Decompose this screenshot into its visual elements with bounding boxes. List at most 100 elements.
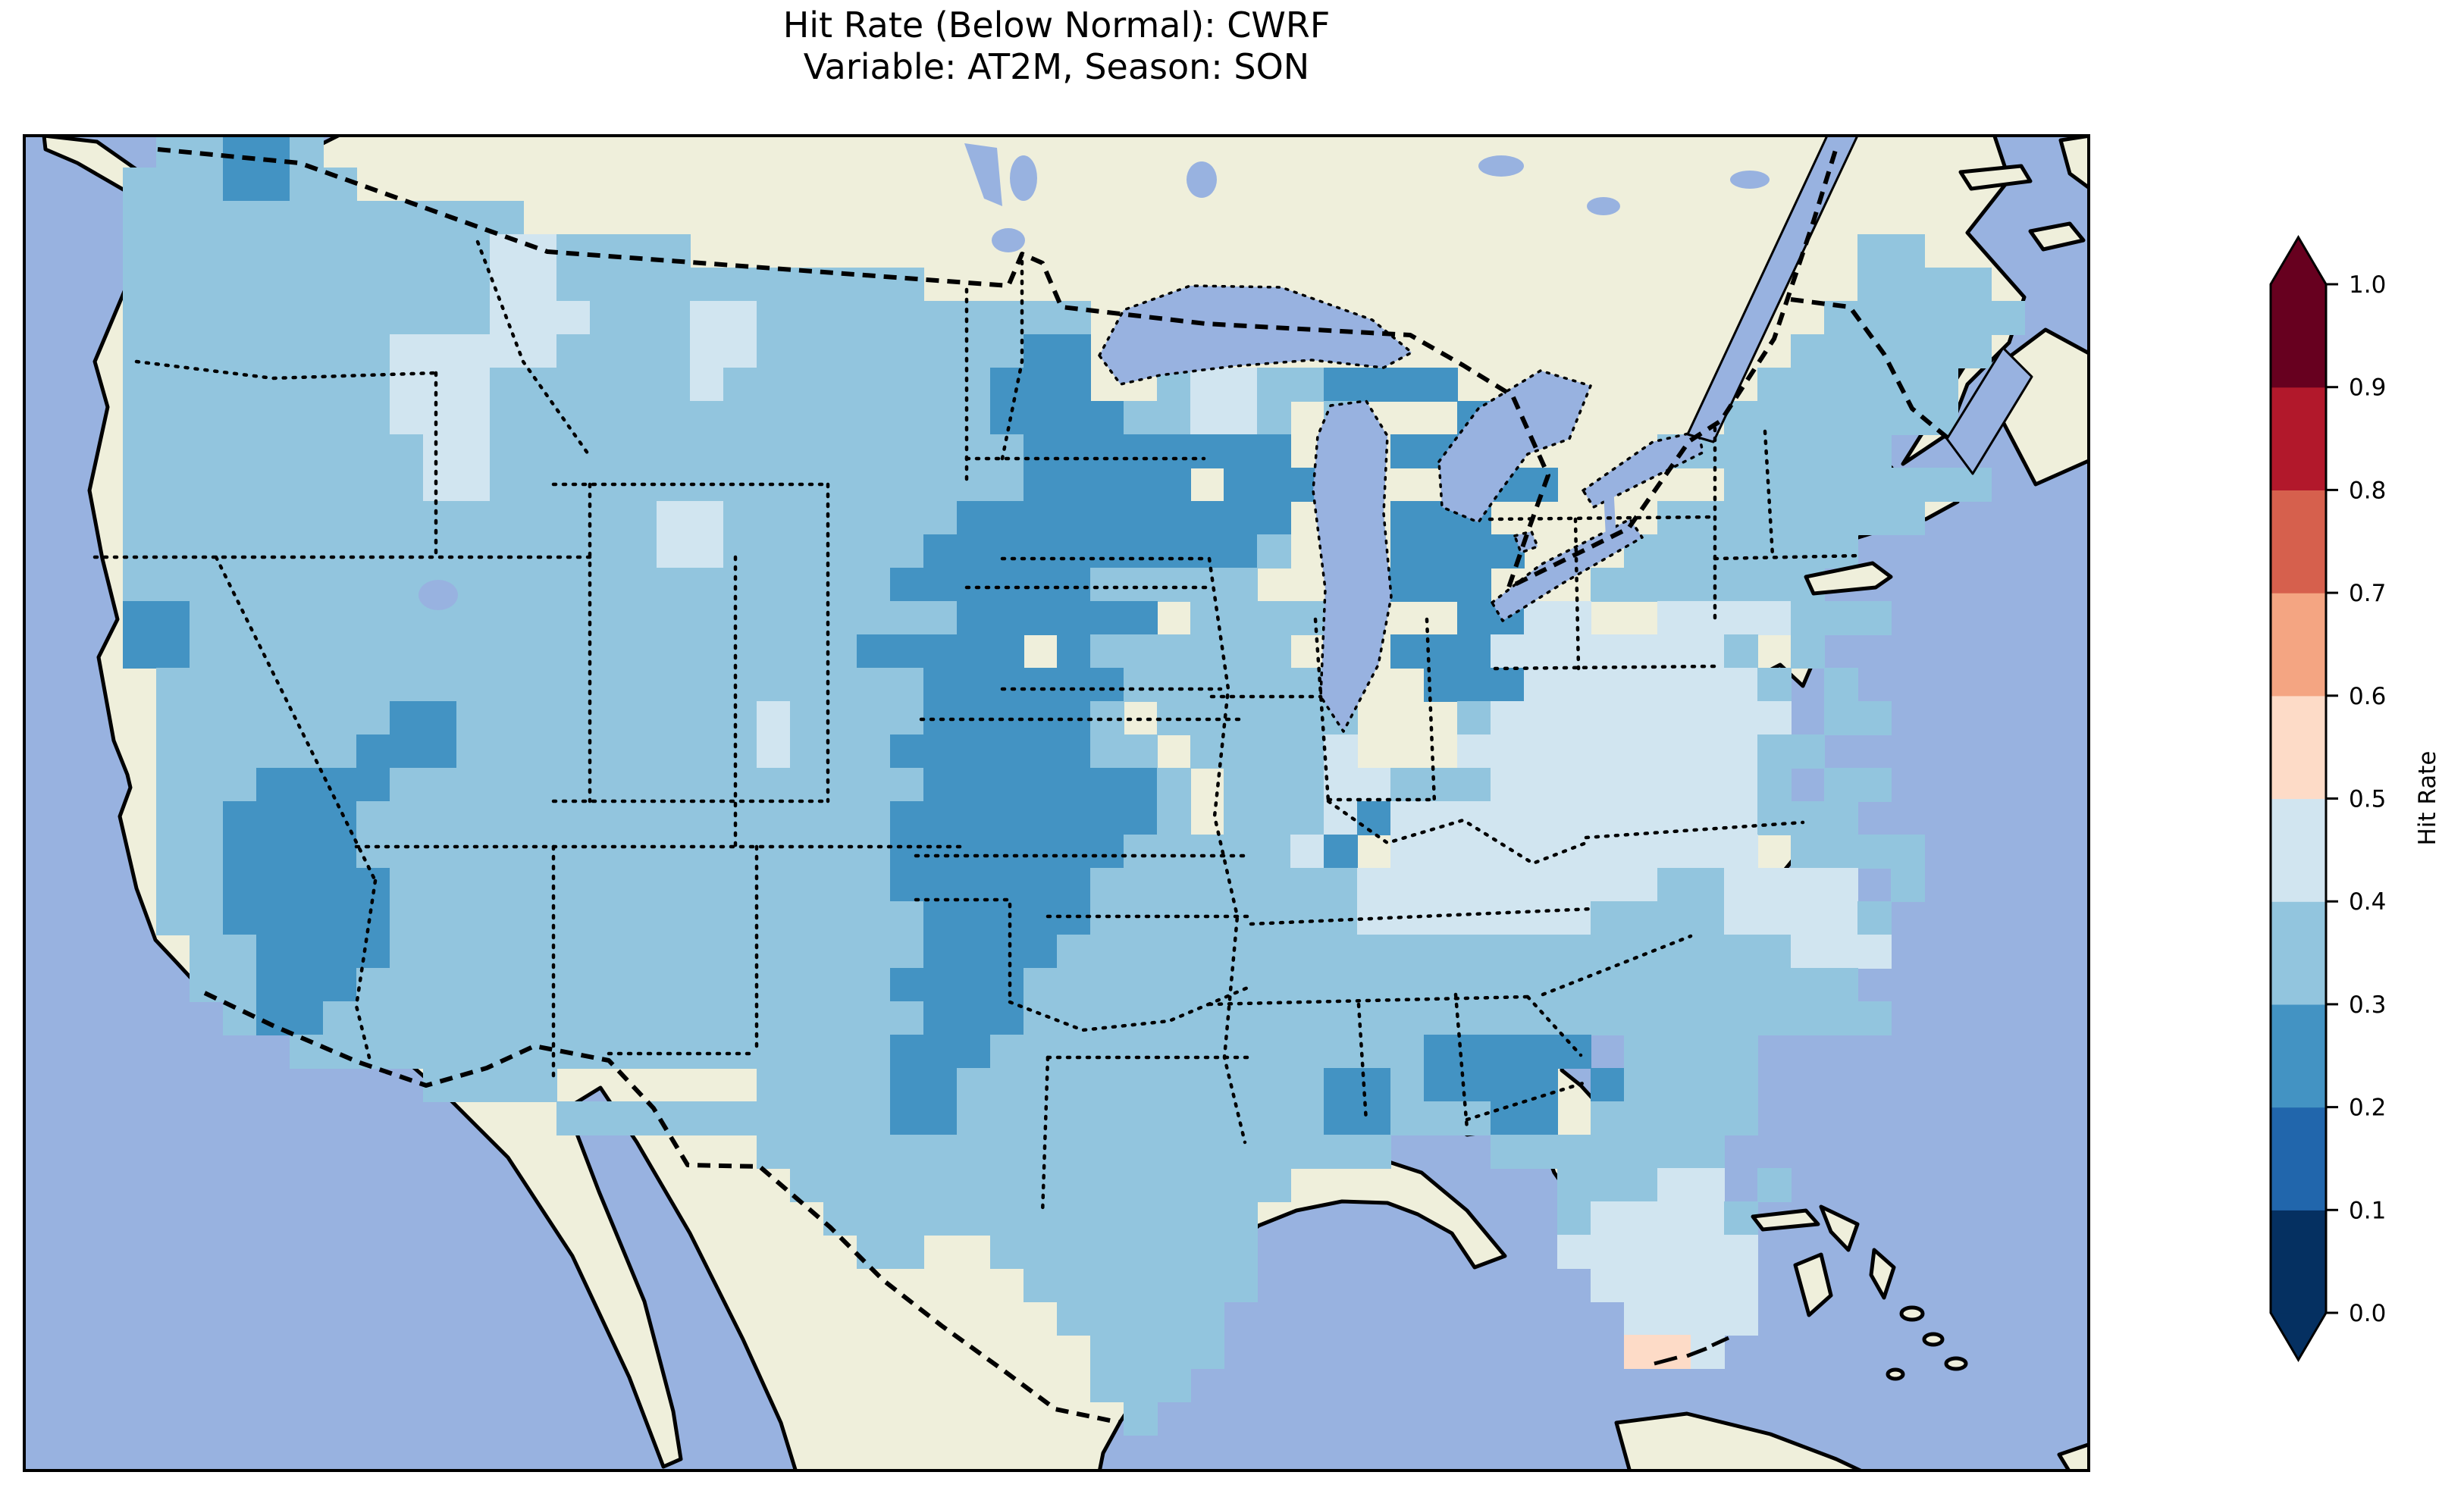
hit-rate-cell <box>990 835 1024 869</box>
hit-rate-cell <box>1124 734 1158 769</box>
hit-rate-cell <box>957 1201 991 1236</box>
hit-rate-cell <box>1190 1135 1224 1169</box>
hit-rate-cell <box>190 434 224 468</box>
hit-rate-cell <box>1591 1068 1625 1102</box>
hit-rate-cell <box>1958 334 1992 368</box>
hit-rate-cell <box>790 1035 824 1069</box>
hit-rate-cell <box>1057 668 1091 702</box>
hit-rate-cell <box>1657 634 1691 669</box>
hit-rate-cell <box>1724 601 1758 635</box>
hit-rate-cell <box>390 268 424 302</box>
hit-rate-cell <box>590 501 624 535</box>
hit-rate-cell <box>757 1135 791 1169</box>
hit-rate-cell <box>1424 768 1458 802</box>
hit-rate-cell <box>1057 401 1091 435</box>
hit-rate-cell <box>1257 534 1291 568</box>
hit-rate-cell <box>1157 901 1191 935</box>
hit-rate-cell <box>290 201 324 235</box>
hit-rate-cell <box>657 868 691 902</box>
hit-rate-cell <box>1757 534 1792 568</box>
hit-rate-cell <box>1591 1168 1625 1202</box>
hit-rate-cell <box>190 668 224 702</box>
hit-rate-cell <box>123 301 157 335</box>
hit-rate-cell <box>190 334 224 368</box>
hit-rate-cell <box>1924 368 1958 402</box>
hit-rate-cell <box>290 968 324 1002</box>
hit-rate-cell <box>790 835 824 869</box>
hit-rate-cell <box>356 368 390 402</box>
hit-rate-cell <box>1224 835 1258 869</box>
hit-rate-cell <box>556 334 591 368</box>
hit-rate-cell <box>623 268 657 302</box>
hit-rate-cell <box>290 401 324 435</box>
hit-rate-cell <box>323 634 357 669</box>
hit-rate-cell <box>556 568 591 602</box>
hit-rate-cell <box>823 901 857 935</box>
eleuthera <box>1869 1248 1896 1300</box>
hit-rate-cell <box>890 768 924 802</box>
hit-rate-cell <box>1290 968 1324 1002</box>
hit-rate-cell <box>1624 768 1658 802</box>
hit-rate-cell <box>1524 1001 1558 1035</box>
hit-rate-cell <box>857 1235 891 1269</box>
hit-rate-cell <box>456 734 491 769</box>
hit-rate-cell <box>456 368 491 402</box>
hit-rate-cell <box>1491 868 1525 902</box>
hit-rate-cell <box>1657 1335 1691 1369</box>
hit-rate-cell <box>1024 1268 1058 1302</box>
hit-rate-cell <box>1190 835 1224 869</box>
hit-rate-cell <box>490 701 524 735</box>
hit-rate-cell <box>1457 901 1491 935</box>
hit-rate-cell <box>1124 634 1158 669</box>
hit-rate-cell <box>1057 468 1091 502</box>
hit-rate-cell <box>1157 968 1191 1002</box>
hit-rate-cell <box>1857 601 1892 635</box>
hit-rate-cell <box>390 534 424 568</box>
hit-rate-cell <box>1857 901 1892 935</box>
hit-rate-cell <box>1824 901 1858 935</box>
hit-rate-cell <box>456 534 491 568</box>
hit-rate-cell <box>1024 935 1058 969</box>
hit-rate-cell <box>156 601 190 635</box>
hit-rate-cell <box>1257 634 1291 669</box>
hit-rate-cell <box>623 634 657 669</box>
hit-rate-cell <box>323 835 357 869</box>
hit-rate-cell <box>156 568 190 602</box>
hit-rate-cell <box>1724 668 1758 702</box>
hit-rate-cell <box>1024 968 1058 1002</box>
hit-rate-cell <box>590 368 624 402</box>
hit-rate-cell <box>723 768 757 802</box>
colorbar-tick-label: 0.6 <box>2349 683 2386 710</box>
hit-rate-cell <box>390 1001 424 1035</box>
hit-rate-cell <box>623 534 657 568</box>
hit-rate-cell <box>1157 1335 1191 1369</box>
hit-rate-cell <box>490 1068 524 1102</box>
hit-rate-cell <box>957 501 991 535</box>
hit-rate-cell <box>190 768 224 802</box>
hit-rate-cell <box>1657 534 1691 568</box>
hit-rate-cell <box>657 268 691 302</box>
hit-rate-cell <box>1224 434 1258 468</box>
hit-rate-cell <box>1857 268 1892 302</box>
hit-rate-cell <box>1624 868 1658 902</box>
hit-rate-cell <box>490 568 524 602</box>
hit-rate-cell <box>1190 1268 1224 1302</box>
hit-rate-cell <box>1791 401 1825 435</box>
hit-rate-cell <box>1190 668 1224 702</box>
hit-rate-cell <box>256 401 290 435</box>
hit-rate-cell <box>1024 668 1058 702</box>
hit-rate-cell <box>1624 1301 1658 1336</box>
hit-rate-cell <box>556 501 591 535</box>
hit-rate-cell <box>1691 601 1725 635</box>
hit-rate-cell <box>1624 835 1658 869</box>
lake-of-the-woods <box>992 228 1025 252</box>
hit-rate-cell <box>1891 234 1925 268</box>
hit-rate-cell <box>757 935 791 969</box>
hit-rate-cell <box>1591 568 1625 602</box>
hit-rate-cell <box>1857 935 1892 969</box>
hit-rate-cell <box>523 901 557 935</box>
hit-rate-cell <box>1224 868 1258 902</box>
hit-rate-cell <box>1857 501 1892 535</box>
hit-rate-cell <box>857 1135 891 1169</box>
